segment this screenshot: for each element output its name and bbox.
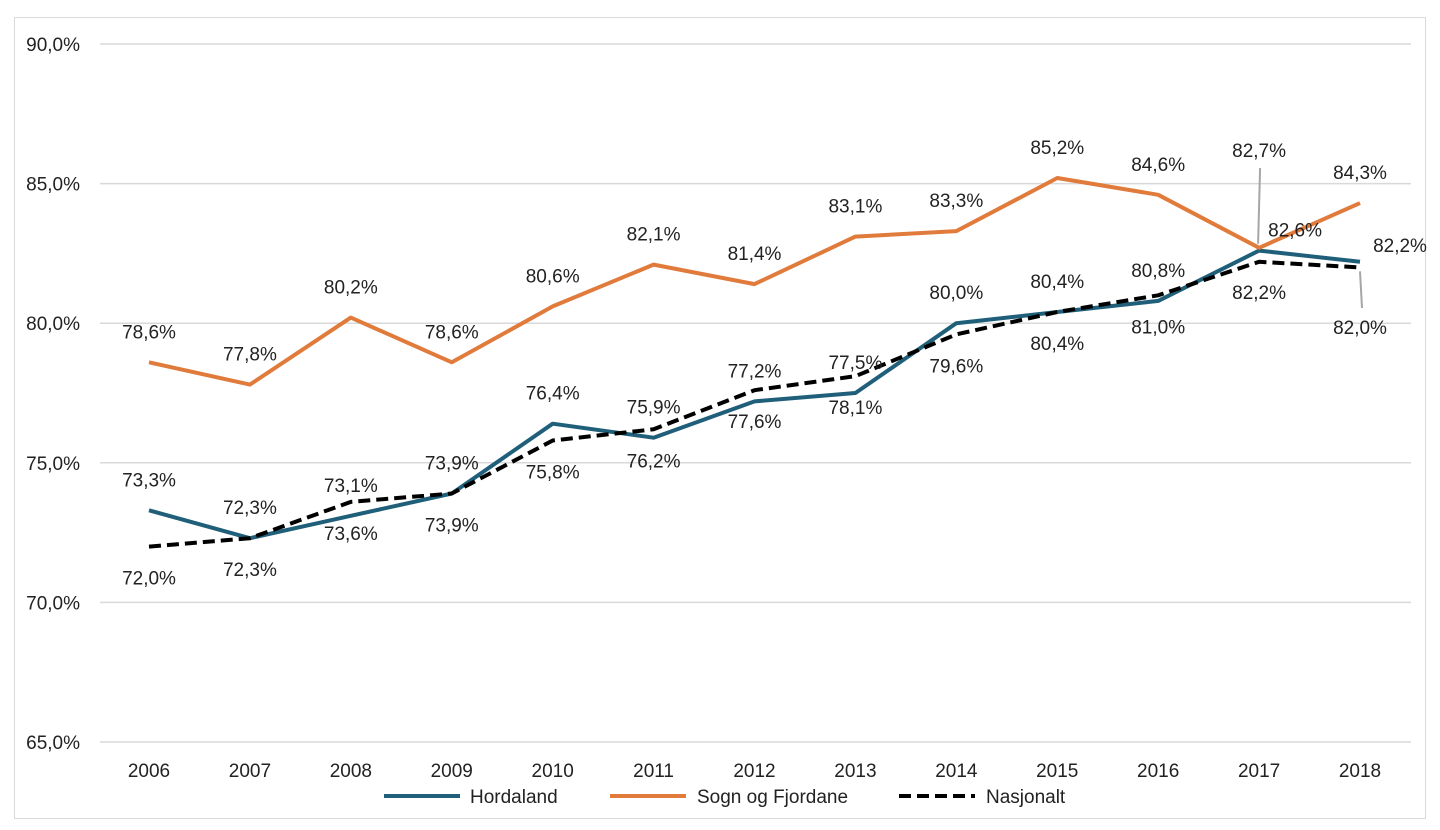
data-label-nasjonalt: 72,3% bbox=[223, 560, 277, 581]
series-line-hordaland bbox=[148, 248, 1361, 541]
x-tick-label: 2015 bbox=[1036, 761, 1078, 782]
y-tick-label: 90,0% bbox=[26, 35, 80, 56]
leader-line bbox=[1257, 167, 1262, 244]
data-label-sogn-og-fjordane: 85,2% bbox=[1030, 138, 1084, 159]
legend-label-sogn-og-fjordane: Sogn og Fjordane bbox=[697, 787, 848, 808]
data-label-nasjonalt: 82,0% bbox=[1333, 318, 1387, 339]
y-tick-label: 65,0% bbox=[26, 733, 80, 754]
legend-label-nasjonalt: Nasjonalt bbox=[986, 787, 1066, 808]
data-label-nasjonalt: 78,1% bbox=[828, 398, 882, 419]
data-label-hordaland: 73,3% bbox=[122, 470, 176, 491]
data-label-hordaland: 77,2% bbox=[728, 361, 782, 382]
data-label-sogn-og-fjordane: 78,6% bbox=[122, 322, 176, 343]
x-tick-label: 2006 bbox=[128, 761, 170, 782]
data-label-sogn-og-fjordane: 81,4% bbox=[728, 244, 782, 265]
x-tick-label: 2013 bbox=[834, 761, 876, 782]
data-label-sogn-og-fjordane: 84,3% bbox=[1333, 163, 1387, 184]
y-tick-label: 85,0% bbox=[26, 175, 80, 196]
legend-label-hordaland: Hordaland bbox=[470, 787, 558, 808]
data-label-sogn-og-fjordane: 83,1% bbox=[828, 197, 882, 218]
data-label-hordaland: 80,0% bbox=[929, 283, 983, 304]
data-label-nasjonalt: 79,6% bbox=[929, 356, 983, 377]
data-label-nasjonalt: 73,9% bbox=[425, 516, 479, 537]
data-label-hordaland: 76,4% bbox=[526, 384, 580, 405]
data-label-hordaland: 82,2% bbox=[1373, 236, 1427, 257]
x-tick-label: 2011 bbox=[633, 761, 674, 782]
x-tick-label: 2010 bbox=[532, 761, 574, 782]
data-label-sogn-og-fjordane: 77,8% bbox=[223, 345, 277, 366]
data-label-hordaland: 72,3% bbox=[223, 498, 277, 519]
data-label-sogn-og-fjordane: 78,6% bbox=[425, 322, 479, 343]
y-tick-label: 75,0% bbox=[26, 454, 80, 475]
data-label-nasjonalt: 72,0% bbox=[122, 569, 176, 590]
data-label-nasjonalt: 82,2% bbox=[1232, 283, 1286, 304]
x-tick-label: 2014 bbox=[935, 761, 978, 782]
data-label-hordaland: 73,9% bbox=[425, 454, 479, 475]
x-tick-label: 2012 bbox=[733, 761, 775, 782]
data-label-sogn-og-fjordane: 82,7% bbox=[1232, 141, 1286, 162]
y-tick-label: 70,0% bbox=[26, 593, 80, 614]
data-label-hordaland: 80,4% bbox=[1030, 272, 1084, 293]
data-label-hordaland: 80,8% bbox=[1131, 261, 1185, 282]
data-label-hordaland: 75,9% bbox=[627, 398, 681, 419]
data-label-nasjonalt: 77,6% bbox=[728, 412, 782, 433]
data-label-nasjonalt: 80,4% bbox=[1030, 334, 1084, 355]
series-line-nasjonalt bbox=[148, 259, 1361, 549]
data-label-nasjonalt: 76,2% bbox=[627, 451, 681, 472]
data-label-sogn-og-fjordane: 80,2% bbox=[324, 278, 378, 299]
x-tick-label: 2016 bbox=[1137, 761, 1179, 782]
leader-line bbox=[1359, 271, 1363, 309]
data-label-sogn-og-fjordane: 82,1% bbox=[627, 225, 681, 246]
data-label-sogn-og-fjordane: 83,3% bbox=[929, 191, 983, 212]
x-tick-label: 2017 bbox=[1238, 761, 1280, 782]
data-label-nasjonalt: 81,0% bbox=[1131, 317, 1185, 338]
x-tick-label: 2009 bbox=[431, 761, 473, 782]
data-label-hordaland: 73,1% bbox=[324, 476, 378, 497]
data-label-sogn-og-fjordane: 80,6% bbox=[526, 266, 580, 287]
x-tick-label: 2008 bbox=[330, 761, 372, 782]
x-tick-label: 2018 bbox=[1339, 761, 1381, 782]
data-label-nasjonalt: 75,8% bbox=[526, 462, 580, 483]
chart-frame bbox=[14, 17, 1426, 819]
data-label-hordaland: 77,5% bbox=[828, 353, 882, 374]
data-label-sogn-og-fjordane: 84,6% bbox=[1131, 155, 1185, 176]
data-label-hordaland: 82,6% bbox=[1268, 221, 1322, 242]
y-tick-label: 80,0% bbox=[26, 314, 80, 335]
x-tick-label: 2007 bbox=[229, 761, 271, 782]
data-label-nasjonalt: 73,6% bbox=[324, 524, 378, 545]
series-line-sogn-og-fjordane bbox=[148, 176, 1361, 387]
